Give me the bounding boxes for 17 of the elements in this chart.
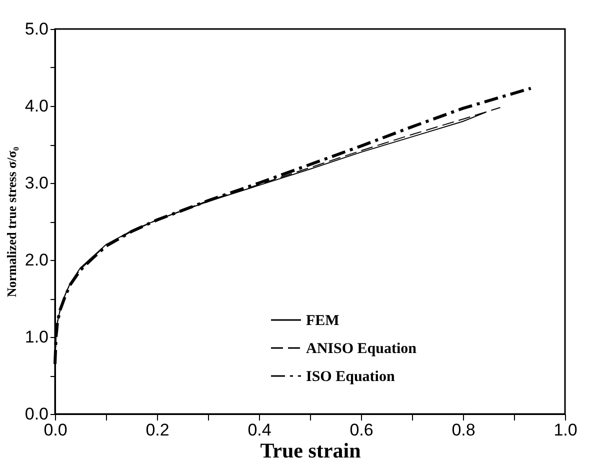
x-tick-label: 0.4 — [248, 420, 272, 440]
x-tick-label: 0.6 — [350, 420, 374, 440]
legend-label: ANISO Equation — [306, 341, 418, 357]
x-tick-label: 0.2 — [146, 420, 170, 440]
y-tick-label: 1.0 — [24, 328, 48, 346]
x-tick-label: 1.0 — [554, 420, 578, 440]
legend-label: FEM — [306, 313, 340, 329]
y-tick-label: 0.0 — [24, 404, 48, 424]
legend-label: ISO Equation — [306, 369, 396, 385]
y-tick-label: 4.0 — [24, 96, 48, 116]
x-tick-label: 0.8 — [452, 420, 476, 440]
x-axis-title: True strain — [260, 438, 362, 462]
y-axis-title: Normalized true stress σ/σ₀ — [4, 146, 19, 298]
y-tick-label: 5.0 — [24, 20, 48, 38]
y-tick-label: 2.0 — [24, 250, 48, 270]
x-tick-label: 0.0 — [44, 420, 68, 440]
y-tick-label: 3.0 — [24, 174, 48, 192]
